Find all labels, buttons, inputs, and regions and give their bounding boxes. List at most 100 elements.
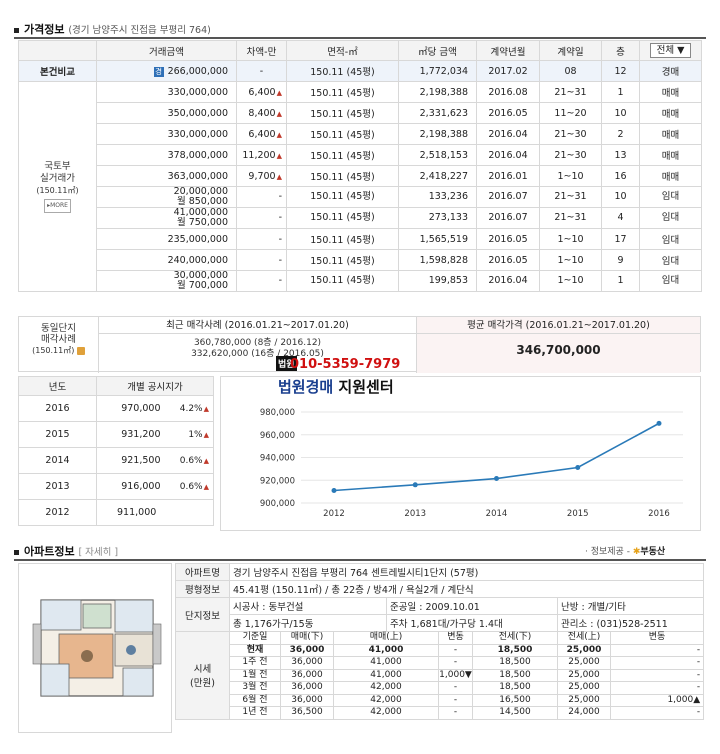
type-filter-select[interactable]: 전체 ▼	[649, 43, 692, 58]
trade-row: 330,000,000 6,400▲ 150.11 (45평) 2,198,388 20…	[19, 123, 702, 145]
trade-area: 150.11 (45평)	[286, 207, 399, 229]
chart-point	[331, 487, 337, 493]
up-triangle-icon: ▲	[276, 172, 282, 181]
market-col-header: 매매(上)	[333, 631, 439, 645]
trade-diff: -	[236, 228, 287, 250]
col-contract-ym: 계약년월	[476, 40, 540, 61]
base-ym: 2017.02	[476, 60, 540, 82]
up-triangle-icon: ▲	[203, 456, 209, 465]
market-date: 1주 전	[229, 656, 281, 670]
land-price: 931,200	[96, 421, 165, 448]
trade-type: 임대	[639, 207, 702, 229]
price-address: (경기 남양주시 진접읍 부평리 764)	[68, 25, 211, 36]
trade-amount: 363,000,000	[96, 165, 237, 187]
chart-x-tick: 2013	[404, 509, 426, 519]
col-amount: 거래금액	[96, 40, 237, 61]
trade-row: 20,000,000 월 850,000-150.11 (45평) 133,236 2…	[19, 186, 702, 208]
molit-trade-label: 국토부 실거래가 (150.11㎡) ▸MORE	[18, 81, 97, 292]
chart-x-tick: 2012	[323, 509, 345, 519]
market-col-header: 매매(下)	[280, 631, 334, 645]
trade-ym: 2016.07	[476, 186, 540, 208]
up-triangle-icon: ▲	[276, 130, 282, 139]
market-sale-change: -	[438, 693, 473, 707]
market-col-header: 전세(上)	[557, 631, 611, 645]
apt-detail-link[interactable]: [ 자세히 ]	[78, 547, 119, 558]
market-header-row: 시세 (만원) 기준일 매매(下) 매매(上) 변동 전세(下) 전세(上) 변동	[175, 631, 705, 720]
apt-completed: 준공일 : 2009.10.01	[386, 597, 558, 615]
market-sale-change: 1,000▼	[438, 668, 473, 682]
watermark-name: 법원경매 지원센터	[278, 378, 394, 396]
land-pct: 0.6%▲	[164, 447, 214, 474]
chart-y-tick: 960,000	[260, 431, 295, 441]
up-triangle-icon: ▲	[276, 109, 282, 118]
recent-sale-2: 332,620,000 (16층 / 2016.05)	[191, 349, 324, 359]
floor-plan-image	[18, 563, 172, 733]
trade-ym: 2016.04	[476, 144, 540, 166]
price-header-row: 거래금액 차액-만 면적-㎡ ㎡당 금액 계약년월 계약일 층 전체 ▼	[18, 40, 702, 61]
market-price-label: 시세 (만원)	[175, 631, 230, 720]
trade-row: 국토부 실거래가 (150.11㎡) ▸MORE 330,000,000 6,400▲ 15…	[18, 81, 702, 292]
chart-point	[656, 420, 662, 426]
trade-type: 매매	[639, 144, 702, 166]
trade-per-m2: 2,518,153	[398, 144, 477, 166]
trade-amount: 30,000,000 월 700,000	[96, 270, 237, 292]
trade-area: 150.11 (45평)	[286, 123, 399, 145]
chart-y-tick: 940,000	[260, 454, 295, 464]
apt-info-table: 아파트명 경기 남양주시 진접읍 부평리 764 센트레빌시티1단지 (57평)…	[175, 563, 705, 720]
land-pct: 4.2%▲	[164, 395, 214, 422]
market-date: 6월 전	[229, 693, 281, 707]
up-triangle-icon: ▲	[276, 151, 282, 160]
trade-day: 21~31	[539, 81, 602, 103]
market-sale-low: 36,000	[280, 693, 334, 707]
recent-sale-1: 360,780,000 (8층 / 2016.12)	[193, 338, 322, 348]
trade-amount: 378,000,000	[96, 144, 237, 166]
up-triangle-icon: ▲	[276, 88, 282, 97]
market-jeonse-high: 25,000	[557, 693, 611, 707]
trade-per-m2: 199,853	[398, 270, 477, 292]
chart-x-tick: 2015	[567, 509, 589, 519]
land-pct: 1%▲	[164, 421, 214, 448]
trade-row: 235,000,000-150.11 (45평) 1,565,519 2016.05…	[19, 228, 702, 250]
trade-type: 임대	[639, 270, 702, 292]
trade-per-m2: 273,133	[398, 207, 477, 229]
trade-row: 363,000,000 9,700▲ 150.11 (45평) 2,418,227 20…	[19, 165, 702, 187]
trade-amount: 330,000,000	[96, 123, 237, 145]
land-value-row: 2016 970,000 4.2%▲	[18, 395, 214, 422]
market-jeonse-low: 16,500	[472, 693, 558, 707]
land-year: 2014	[18, 447, 97, 474]
trade-amount: 240,000,000	[96, 249, 237, 271]
market-sale-high: 41,000	[333, 668, 439, 682]
average-sale-price: 평균 매각가격 (2016.01.21~2017.01.20) 346,700,…	[417, 317, 700, 373]
trade-type: 임대	[639, 249, 702, 271]
trade-amount: 235,000,000	[96, 228, 237, 250]
market-row: 1월 전 36,000 41,000 1,000▼ 18,500 25,000-	[176, 668, 705, 682]
trade-floor: 10	[601, 102, 640, 124]
average-sale-title: 평균 매각가격 (2016.01.21~2017.01.20)	[417, 317, 700, 334]
trade-day: 21~30	[539, 144, 602, 166]
trade-floor: 17	[601, 228, 640, 250]
col-year: 년도	[18, 376, 97, 396]
market-row: 3월 전 36,000 42,000-18,500 25,000-	[176, 681, 705, 695]
trade-ym: 2016.05	[476, 102, 540, 124]
chart-point	[575, 465, 581, 471]
more-button[interactable]: ▸MORE	[44, 198, 71, 213]
price-section-divider	[14, 37, 706, 39]
trade-diff: 11,200▲	[236, 144, 287, 166]
trade-floor: 10	[601, 186, 640, 208]
info-icon[interactable]	[76, 346, 85, 355]
market-jeonse-change: -	[609, 681, 705, 695]
trade-ym: 2016.05	[476, 228, 540, 250]
market-date: 3월 전	[229, 681, 281, 695]
chart-y-tick: 900,000	[260, 499, 295, 509]
trade-per-m2: 2,331,623	[398, 102, 477, 124]
trade-per-m2: 2,418,227	[398, 165, 477, 187]
trade-area: 150.11 (45평)	[286, 186, 399, 208]
market-jeonse-change: -	[609, 643, 705, 657]
trade-floor: 9	[601, 249, 640, 271]
market-col-header: 전세(下)	[472, 631, 558, 645]
trade-per-m2: 2,198,388	[398, 123, 477, 145]
trade-area: 150.11 (45평)	[286, 270, 399, 292]
trade-diff: -	[236, 186, 287, 208]
star-logo-icon: ✱	[632, 547, 641, 557]
floor-plan-icon	[32, 599, 162, 697]
